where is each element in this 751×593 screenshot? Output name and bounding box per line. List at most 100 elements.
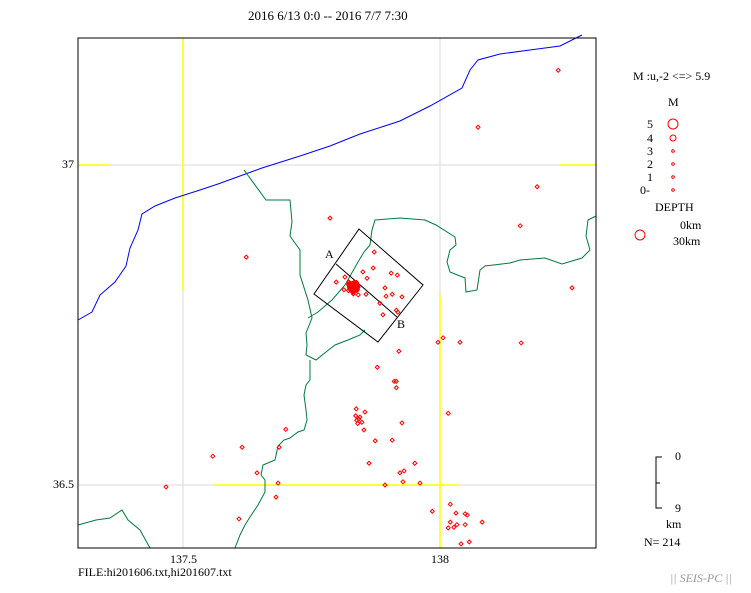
legend-mag-2: 2 xyxy=(647,157,653,171)
event-marker xyxy=(283,426,289,433)
event-marker xyxy=(382,285,388,291)
event-marker xyxy=(462,521,468,528)
legend-mag-5-symbol xyxy=(667,118,679,130)
event-marker xyxy=(440,335,446,341)
legend-depth-0km: 0km xyxy=(680,218,702,232)
event-marker xyxy=(555,67,561,73)
event-marker xyxy=(447,519,453,525)
legend-depth-symbol xyxy=(634,229,646,241)
event-marker xyxy=(396,348,402,354)
event-marker xyxy=(451,524,457,530)
scale-top-label: 0 xyxy=(675,449,681,463)
legend-mag-4-symbol xyxy=(669,134,677,142)
depth-scale-bar xyxy=(655,456,662,509)
event-marker xyxy=(412,460,418,466)
event-marker xyxy=(275,480,281,486)
event-marker xyxy=(354,417,360,424)
event-marker xyxy=(342,274,348,280)
event-marker xyxy=(429,508,435,514)
event-marker xyxy=(479,519,485,525)
event-marker xyxy=(453,510,459,516)
event-marker xyxy=(243,254,249,260)
event-marker xyxy=(394,272,401,278)
event-marker xyxy=(355,420,361,427)
event-marker xyxy=(327,215,333,221)
event-marker xyxy=(347,287,354,293)
legend-mag-title: M xyxy=(668,95,679,109)
event-marker xyxy=(236,516,242,522)
event-marker xyxy=(254,470,260,476)
event-markers xyxy=(163,67,575,547)
scale-bottom-label: 9 xyxy=(675,501,681,515)
event-marker xyxy=(388,270,394,276)
event-marker xyxy=(445,410,451,417)
event-marker xyxy=(374,364,380,370)
legend-mag-2-symbol xyxy=(671,162,675,166)
event-marker xyxy=(357,414,363,420)
event-marker xyxy=(435,339,441,345)
event-marker xyxy=(353,406,359,412)
event-marker xyxy=(333,279,339,285)
event-marker xyxy=(360,269,366,275)
event-marker xyxy=(276,444,282,450)
event-marker xyxy=(447,501,453,507)
event-marker xyxy=(457,339,463,345)
cross-section-box xyxy=(313,228,424,343)
event-marker xyxy=(352,413,359,419)
lat-label-37: 37 xyxy=(62,157,74,171)
event-marker xyxy=(363,291,369,297)
event-marker xyxy=(399,294,405,300)
event-marker xyxy=(569,285,575,291)
section-label-b: B xyxy=(397,317,406,331)
legend-mag-5: 5 xyxy=(647,117,653,131)
legend-mag-1: 1 xyxy=(647,170,653,184)
event-marker xyxy=(380,312,386,318)
event-marker xyxy=(351,279,358,286)
event-marker xyxy=(517,223,523,229)
event-marker xyxy=(370,265,376,271)
legend-mag-3-symbol xyxy=(671,149,675,153)
event-marker xyxy=(395,309,401,315)
event-marker xyxy=(445,525,451,531)
event-marker xyxy=(353,285,359,291)
event-marker xyxy=(239,444,245,450)
file-label: FILE:hi201606.txt,hi201607.txt xyxy=(78,565,232,579)
prefecture-boundary xyxy=(77,169,597,549)
event-marker xyxy=(341,287,347,293)
event-marker xyxy=(366,460,372,466)
event-marker xyxy=(361,427,367,433)
legend-mag-3: 3 xyxy=(647,144,653,158)
cross-section-line-a-b xyxy=(335,263,398,318)
event-marker xyxy=(389,291,395,297)
event-marker xyxy=(210,453,216,459)
event-marker xyxy=(383,293,389,299)
event-marker xyxy=(458,541,464,547)
event-marker xyxy=(359,419,365,425)
event-marker xyxy=(163,484,169,490)
event-marker xyxy=(397,470,403,476)
event-marker xyxy=(399,420,405,426)
event-marker xyxy=(475,124,481,130)
grid-major xyxy=(78,38,596,548)
event-marker xyxy=(382,482,388,488)
event-marker xyxy=(464,512,470,518)
event-marker xyxy=(466,539,473,545)
event-count: N= 214 xyxy=(644,535,681,549)
legend-mag-range: M :u,-2 <=> 5.9 xyxy=(633,69,711,83)
event-marker xyxy=(393,378,400,385)
watermark: || SEIS-PC || xyxy=(670,571,732,585)
event-marker xyxy=(400,479,406,485)
event-marker xyxy=(364,275,370,281)
event-marker xyxy=(534,184,540,190)
event-marker xyxy=(355,292,361,298)
event-marker xyxy=(393,385,400,391)
event-marker xyxy=(518,340,524,346)
scale-unit-label: km xyxy=(666,517,682,531)
event-marker xyxy=(377,300,383,306)
legend-mag-1-symbol xyxy=(671,175,675,179)
event-marker xyxy=(273,494,279,500)
section-label-a: A xyxy=(325,247,334,261)
event-marker xyxy=(389,437,395,443)
grid-minor xyxy=(78,38,596,548)
